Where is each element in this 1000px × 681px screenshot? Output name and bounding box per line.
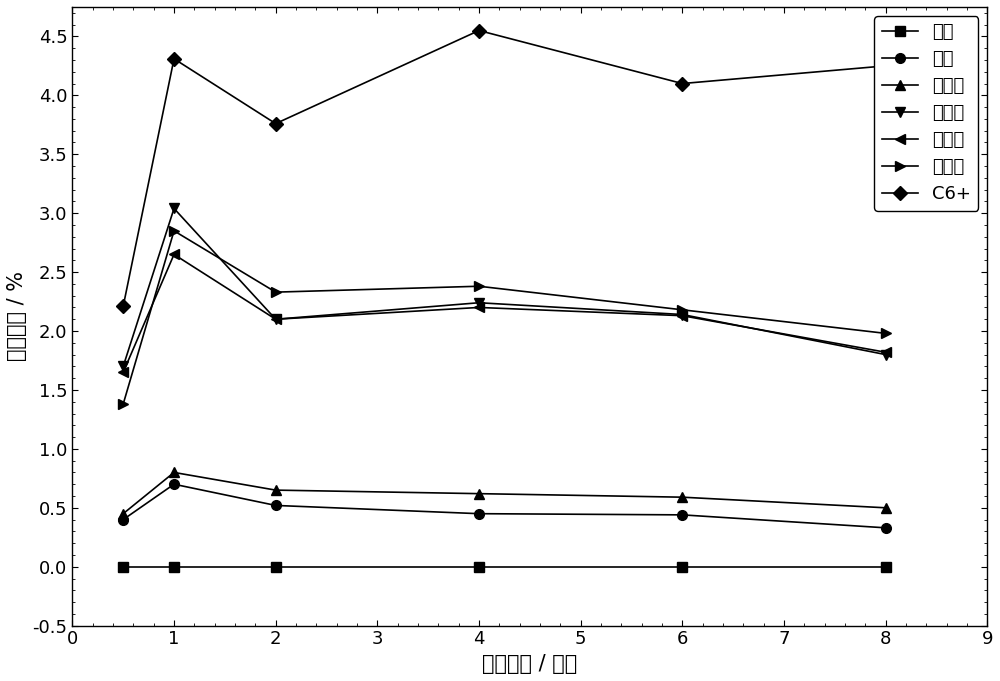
乙烷 xyxy=(117,563,129,571)
丙烷 xyxy=(117,516,129,524)
Line: 正丁烷: 正丁烷 xyxy=(118,204,891,371)
异戊烷 xyxy=(117,368,129,377)
丙烷 xyxy=(270,501,282,509)
正丁烷 xyxy=(117,362,129,370)
丙烷 xyxy=(168,480,180,488)
C6+ xyxy=(168,54,180,63)
乙烷 xyxy=(270,563,282,571)
乙烷 xyxy=(880,563,892,571)
正丁烷 xyxy=(473,299,485,307)
正丁烷 xyxy=(168,204,180,212)
Line: 异戊烷: 异戊烷 xyxy=(118,249,891,377)
丙烷 xyxy=(473,509,485,518)
异戊烷 xyxy=(676,312,688,320)
正丁烷 xyxy=(270,315,282,323)
Line: 正戊烷: 正戊烷 xyxy=(118,226,891,409)
乙烷 xyxy=(473,563,485,571)
乙烷 xyxy=(168,563,180,571)
异戊烷 xyxy=(168,251,180,259)
异丁烷 xyxy=(473,490,485,498)
正丁烷 xyxy=(880,351,892,359)
正戊烷 xyxy=(676,306,688,314)
Line: C6+: C6+ xyxy=(118,26,891,311)
正戊烷 xyxy=(880,330,892,338)
异戊烷 xyxy=(473,303,485,311)
正戊烷 xyxy=(117,400,129,408)
C6+ xyxy=(270,120,282,128)
异丁烷 xyxy=(676,493,688,501)
C6+ xyxy=(473,27,485,35)
Legend: 乙烷, 丙烷, 异丁烷, 正丁烷, 异戊烷, 正戊烷, C6+: 乙烷, 丙烷, 异丁烷, 正丁烷, 异戊烷, 正戊烷, C6+ xyxy=(874,16,978,210)
Y-axis label: 体积分数 / %: 体积分数 / % xyxy=(7,271,27,362)
正戊烷 xyxy=(168,227,180,235)
Line: 丙烷: 丙烷 xyxy=(118,479,891,533)
异丁烷 xyxy=(270,486,282,494)
乙烷 xyxy=(676,563,688,571)
异戊烷 xyxy=(270,315,282,323)
正戊烷 xyxy=(270,288,282,296)
异戊烷 xyxy=(880,348,892,356)
异丁烷 xyxy=(880,504,892,512)
异丁烷 xyxy=(168,469,180,477)
异丁烷 xyxy=(117,509,129,518)
Line: 乙烷: 乙烷 xyxy=(118,562,891,571)
正戊烷 xyxy=(473,282,485,290)
Line: 异丁烷: 异丁烷 xyxy=(118,468,891,518)
丙烷 xyxy=(676,511,688,519)
C6+ xyxy=(117,302,129,311)
C6+ xyxy=(676,80,688,88)
C6+ xyxy=(880,62,892,70)
正丁烷 xyxy=(676,311,688,319)
丙烷 xyxy=(880,524,892,532)
X-axis label: 挥发时间 / 小时: 挥发时间 / 小时 xyxy=(482,654,577,674)
